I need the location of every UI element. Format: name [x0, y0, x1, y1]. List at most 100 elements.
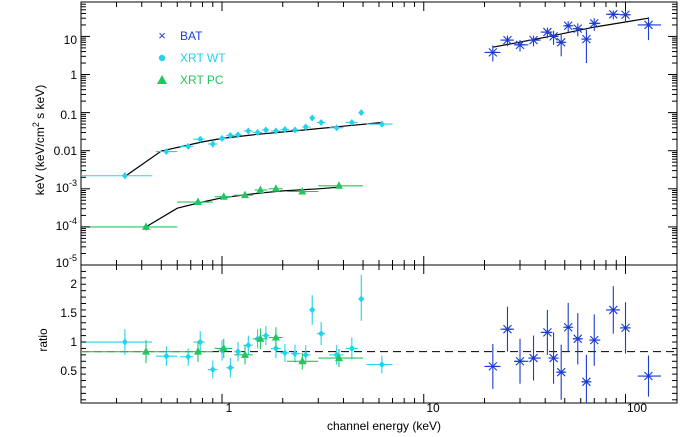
data-point-marker — [528, 35, 539, 45]
ratio-data-point — [581, 354, 592, 403]
data-point-marker — [620, 323, 631, 333]
data-point-marker — [241, 350, 250, 358]
data-point-marker — [542, 27, 553, 37]
data-point-marker — [302, 351, 309, 359]
data-point-marker — [643, 20, 654, 30]
data-point-marker — [281, 126, 288, 134]
spectrum-data-point — [528, 35, 541, 47]
data-point-marker — [487, 362, 498, 371]
model-line — [124, 121, 382, 177]
data-point-marker — [572, 24, 583, 34]
data-points — [81, 9, 662, 403]
data-point-marker — [121, 172, 128, 180]
ratio-y-tick-label: 1.5 — [60, 306, 77, 320]
spectrum-data-point — [540, 27, 553, 39]
ratio-data-point — [528, 335, 541, 381]
data-point-marker — [502, 35, 513, 45]
data-point-marker — [318, 330, 325, 338]
data-point-marker — [234, 131, 241, 139]
spectrum-data-point — [287, 186, 319, 195]
spectrum-data-point — [155, 148, 178, 156]
data-point-marker — [197, 135, 204, 143]
spectrum-data-point — [366, 120, 393, 128]
spectrum-y-tick-label: 10-4 — [56, 216, 77, 233]
data-point-marker — [163, 352, 170, 360]
spectrum-y-tick-label: 10-3 — [56, 178, 77, 195]
ratio-data-point — [155, 346, 178, 366]
data-point-marker — [334, 181, 343, 189]
spectrum-data-point — [358, 109, 365, 117]
spectrum-data-point — [280, 126, 290, 134]
ratio-data-point — [234, 342, 242, 362]
ratio-data-point — [345, 337, 358, 360]
data-point-marker — [542, 328, 553, 337]
spectrum-data-point — [484, 45, 501, 62]
data-point-marker — [227, 364, 234, 372]
data-point-marker — [620, 10, 631, 20]
spectrum-y-tick-label: 10-5 — [56, 253, 77, 270]
data-point-marker — [608, 305, 619, 315]
data-point-marker — [378, 120, 385, 128]
spectrum-data-point — [262, 126, 270, 134]
data-point-marker — [219, 134, 226, 142]
ratio-data-point — [540, 309, 553, 355]
ratio-data-point — [513, 338, 529, 384]
data-point-marker — [589, 335, 600, 345]
legend-xrt-pc-label: XRT PC — [180, 73, 224, 87]
spectrum-data-point — [291, 126, 301, 134]
data-point-marker — [245, 341, 252, 349]
ratio-data-point — [358, 274, 365, 321]
ratio-data-point — [309, 295, 316, 325]
model-line — [145, 186, 340, 228]
spectrum-panel-frame — [80, 1, 678, 266]
data-point-marker — [272, 127, 279, 135]
spectrum-y-tick-label: 1 — [70, 68, 77, 82]
data-point-marker — [378, 360, 385, 368]
ratio-data-point — [589, 314, 601, 366]
data-point-marker — [548, 32, 559, 41]
ratio-data-point — [81, 340, 178, 364]
data-point-marker — [271, 333, 280, 341]
data-point-marker — [281, 349, 288, 357]
spectrum-data-point — [254, 185, 268, 194]
spectrum-y-tick-label: 10 — [64, 33, 78, 47]
spectrum-data-point — [226, 132, 235, 140]
ratio-data-point — [177, 341, 213, 362]
ratio-data-point — [563, 302, 574, 352]
data-point-marker — [548, 353, 559, 363]
spectrum-data-point — [302, 123, 311, 131]
spectrum-data-point — [207, 140, 218, 148]
spectrum-data-point — [243, 127, 253, 135]
data-point-marker — [245, 127, 252, 135]
axis-ticks — [80, 1, 677, 403]
spectrum-data-point — [180, 142, 194, 150]
data-point-marker — [121, 338, 128, 346]
spectrum-data-point — [513, 40, 529, 52]
ratio-data-point — [329, 345, 344, 365]
spectrum-data-point — [81, 222, 178, 231]
data-point-marker — [262, 126, 269, 134]
ratio-data-point — [180, 348, 194, 366]
data-point-marker — [291, 126, 298, 134]
spectrum-y-axis-label: keV (keV/cm2 s keV) — [31, 85, 47, 195]
data-point-marker — [298, 356, 307, 365]
spectrum-data-point — [81, 172, 153, 180]
ratio-data-point — [291, 344, 301, 363]
data-point-marker — [298, 186, 307, 195]
ratio-data-point — [207, 360, 218, 379]
ratio-data-point — [572, 313, 583, 365]
ratio-data-point — [287, 352, 319, 370]
ratio-data-point — [316, 322, 326, 346]
data-point-marker — [291, 350, 298, 358]
data-point-marker — [302, 123, 309, 131]
data-point-marker — [528, 353, 539, 363]
data-point-marker — [185, 353, 192, 361]
ratio-data-point — [262, 325, 270, 346]
data-point-marker — [254, 129, 261, 137]
ratio-data-point — [605, 286, 621, 334]
data-point-marker — [219, 192, 228, 200]
spectrum-data-point — [637, 17, 662, 41]
legend-xrt-wt-marker — [158, 54, 166, 62]
x-tick-label: 1 — [226, 401, 233, 415]
spectrum-data-point — [563, 21, 574, 33]
